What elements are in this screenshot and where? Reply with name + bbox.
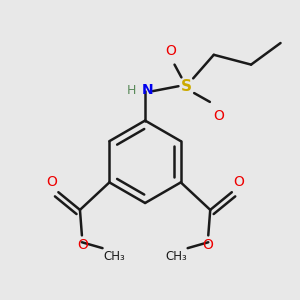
Text: O: O — [46, 176, 57, 189]
Text: O: O — [77, 238, 88, 252]
Text: O: O — [165, 44, 176, 58]
Text: O: O — [213, 109, 224, 123]
Text: O: O — [233, 176, 244, 189]
Text: CH₃: CH₃ — [165, 250, 187, 263]
Text: H: H — [127, 84, 136, 97]
Text: N: N — [142, 83, 154, 97]
Text: CH₃: CH₃ — [103, 250, 125, 263]
Text: S: S — [181, 79, 192, 94]
Text: O: O — [202, 238, 213, 252]
